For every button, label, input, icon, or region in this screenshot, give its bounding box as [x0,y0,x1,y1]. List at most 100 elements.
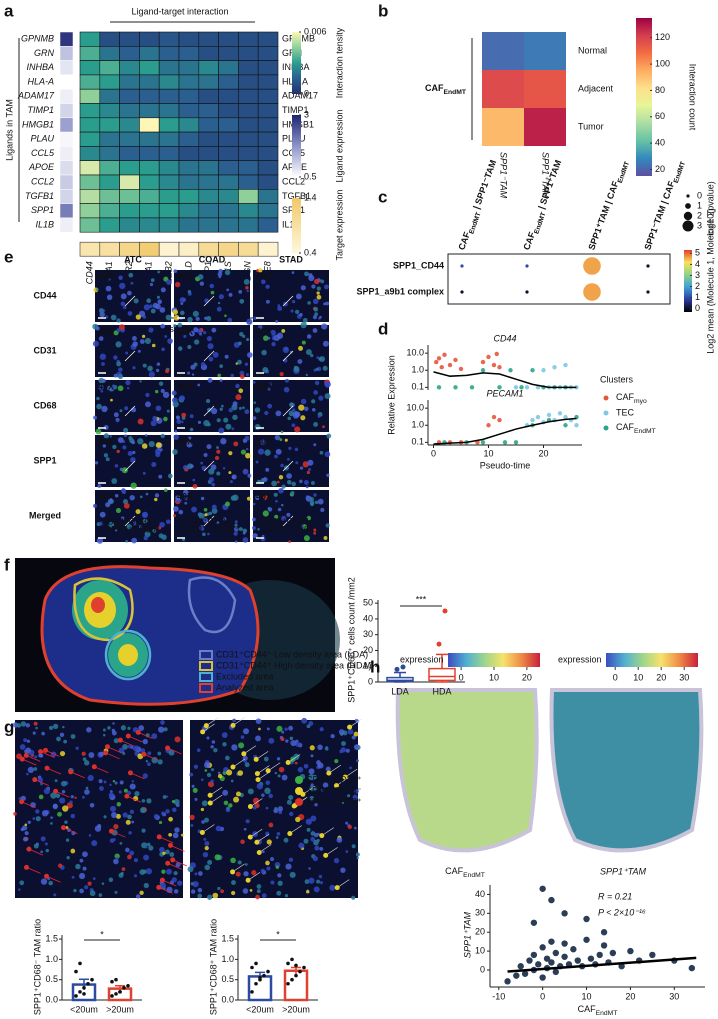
heatmap-cell [524,108,566,146]
nucleus [110,384,116,389]
nucleus [163,727,168,732]
nucleus [256,889,261,894]
cell [44,873,50,879]
nucleus [246,289,250,293]
nucleus [247,788,254,795]
y-tick-label: 30 [363,629,373,639]
nucleus [125,847,130,853]
nucleus [141,799,146,803]
nucleus [261,349,267,356]
nucleus [299,466,304,470]
point [82,992,86,996]
point [600,942,608,949]
nucleus [126,387,130,390]
outlier [400,664,406,670]
colorbar-tick-label: 60 [655,111,665,121]
point [530,951,538,959]
nucleus [41,810,49,817]
nucleus [38,794,44,800]
nucleus [141,443,148,449]
nucleus [237,770,244,776]
nucleus [356,856,359,860]
nucleus [243,279,250,285]
nucleus [62,725,65,729]
connector [26,867,41,874]
nucleus [310,754,314,758]
nucleus [109,783,112,787]
nucleus [238,527,243,531]
nucleus [182,465,188,470]
nucleus [240,735,245,739]
point [583,915,590,923]
nucleus [224,501,231,507]
nucleus [268,822,274,828]
nucleus [252,517,256,522]
interaction-cell [178,203,200,219]
nucleus [154,389,159,394]
interaction-cell [178,31,200,47]
target-expression-cell [79,241,101,257]
ligand-label-right: IL1B [282,219,301,229]
nucleus [52,803,58,809]
nucleus [238,388,244,394]
nucleus [289,736,294,741]
nucleus [214,455,220,461]
x-tick-label: <20um [70,1004,98,1014]
nucleus [158,820,163,825]
nucleus [228,451,233,456]
nucleus [62,805,69,812]
nucleus [231,427,235,431]
nucleus [265,284,270,289]
nucleus [192,478,196,482]
nucleus [322,425,325,429]
nucleus [314,500,319,505]
nucleus [288,857,294,862]
nucleus [158,474,163,479]
nucleus [284,727,288,731]
nucleus [92,340,99,347]
nucleus [148,441,155,448]
nucleus [275,336,278,339]
nucleus [340,867,346,873]
nucleus [143,304,150,311]
interaction-cell [198,117,219,133]
nucleus [311,399,316,404]
interaction-cell [139,117,160,133]
cell [165,745,171,751]
pointer [282,460,294,472]
legend-marker [603,410,609,416]
text-part: CAF [616,392,635,402]
nucleus [347,794,351,798]
analyzed-outline [40,565,260,706]
nucleus [302,317,308,323]
nucleus [207,343,214,350]
nucleus [115,856,119,860]
interaction-cell [238,174,259,190]
nucleus [204,298,209,304]
nucleus [306,890,310,894]
interaction-cell [79,45,101,61]
point [250,990,254,994]
cell-point [574,423,579,428]
interaction-cell [99,60,120,76]
nucleus [318,395,324,401]
nucleus [101,362,105,366]
nucleus [176,415,181,420]
nucleus [181,833,184,837]
colorbar-title: Ligand expression [334,109,344,182]
interaction-cell [238,146,259,161]
cell [91,764,97,770]
nucleus [277,880,283,886]
nucleus [178,509,184,515]
colorbar-tick-label: 0.006 [304,26,327,36]
ligand-expression-cell [59,189,74,204]
nucleus [213,747,218,753]
magnification: 40X [256,491,272,501]
interaction-cell [119,60,140,76]
heatmap-cell [482,32,524,70]
nucleus [114,529,118,532]
nucleus [276,725,283,732]
nucleus [64,820,68,824]
cell [230,869,236,875]
cell [156,834,162,840]
